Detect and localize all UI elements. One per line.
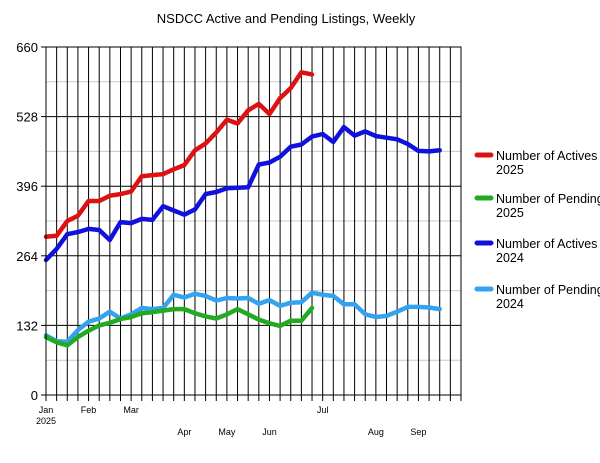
x-tick-label: Feb (81, 405, 97, 415)
legend-label-3: Number of Actives 2024 (496, 237, 597, 265)
y-tick-label: 660 (16, 40, 38, 55)
legend-label-2: Number of Pendings 2025 (496, 192, 600, 220)
legend-label-line: Number of Actives (496, 149, 597, 163)
y-axis: 0 132 264 396 528 660 (16, 40, 46, 403)
plot-border (45, 46, 462, 396)
y-tick-label: 0 (31, 388, 38, 403)
series-line-2 (43, 305, 315, 348)
series-lines (43, 70, 442, 348)
y-tick-label: 396 (16, 179, 38, 194)
legend-label-line: Number of Pendings (496, 283, 600, 297)
y-tick-label: 264 (16, 249, 38, 264)
x-tick-label: Aug (368, 427, 384, 437)
legend-label-line: 2025 (496, 206, 524, 220)
x-tick-label: Jul (317, 405, 329, 415)
legend-label-4: Number of Pendings 2024 (496, 283, 600, 311)
legend-label-line: 2024 (496, 297, 524, 311)
x-tick-label-year: 2025 (36, 416, 56, 426)
legend-label-line: Number of Actives (496, 237, 597, 251)
y-tick-label: 132 (16, 318, 38, 333)
x-tick-label: Apr (177, 427, 191, 437)
series-line-1 (43, 70, 315, 240)
legend-label-1: Number of Actives 2025 (496, 149, 597, 177)
x-tick-label: Sep (410, 427, 426, 437)
legend-label-line: Number of Pendings (496, 192, 600, 206)
chart-title: NSDCC Active and Pending Listings, Weekl… (157, 11, 416, 26)
y-tick-label: 528 (16, 110, 38, 125)
legend-label-line: 2024 (496, 251, 524, 265)
x-tick-label: Mar (123, 405, 139, 415)
x-tick-label: Jun (262, 427, 277, 437)
series-line-4 (43, 290, 442, 344)
legend-label-line: 2025 (496, 163, 524, 177)
x-tick-label: Jan (39, 405, 54, 415)
series-line-3 (43, 124, 442, 263)
x-tick-label: May (218, 427, 236, 437)
